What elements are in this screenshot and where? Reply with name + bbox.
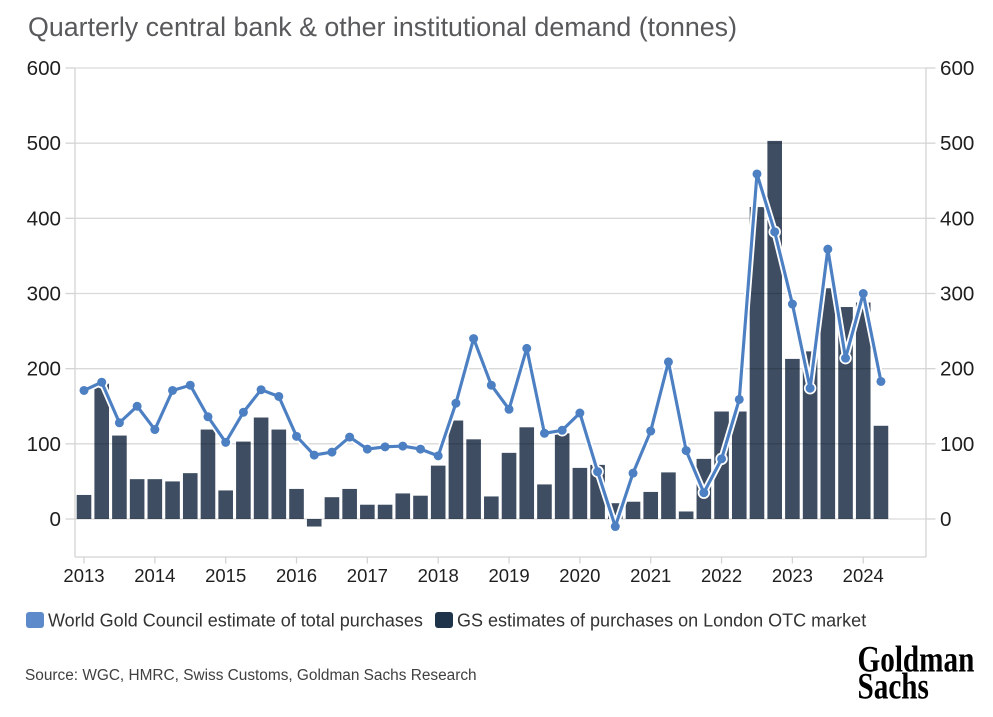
svg-text:100: 100 <box>27 433 61 456</box>
svg-text:2023: 2023 <box>772 565 813 586</box>
svg-text:Source: WGC, HMRC, Swiss Custo: Source: WGC, HMRC, Swiss Customs, Goldma… <box>25 667 477 684</box>
svg-text:Sachs: Sachs <box>858 667 930 707</box>
svg-text:2013: 2013 <box>63 565 104 586</box>
svg-text:500: 500 <box>940 132 974 155</box>
svg-text:Goldman: Goldman <box>858 641 975 681</box>
svg-text:200: 200 <box>27 358 61 381</box>
svg-text:2022: 2022 <box>701 565 742 586</box>
svg-text:300: 300 <box>27 283 61 306</box>
svg-text:GS estimates of purchases on L: GS estimates of purchases on London OTC … <box>457 611 866 631</box>
svg-text:600: 600 <box>940 57 974 80</box>
svg-text:400: 400 <box>27 207 61 230</box>
svg-text:0: 0 <box>940 508 951 531</box>
svg-text:2024: 2024 <box>843 565 884 586</box>
svg-text:300: 300 <box>940 283 974 306</box>
svg-text:0: 0 <box>50 508 61 531</box>
svg-text:2020: 2020 <box>559 565 600 586</box>
svg-text:600: 600 <box>27 57 61 80</box>
svg-text:2016: 2016 <box>276 565 317 586</box>
svg-text:400: 400 <box>940 207 974 230</box>
svg-text:2015: 2015 <box>205 565 246 586</box>
svg-text:2019: 2019 <box>488 565 529 586</box>
svg-text:200: 200 <box>940 358 974 381</box>
svg-text:2021: 2021 <box>630 565 671 586</box>
svg-text:500: 500 <box>27 132 61 155</box>
svg-text:World Gold Council estimate of: World Gold Council estimate of total pur… <box>48 611 423 631</box>
svg-text:2018: 2018 <box>418 565 459 586</box>
svg-text:100: 100 <box>940 433 974 456</box>
svg-text:2017: 2017 <box>347 565 388 586</box>
svg-text:Quarterly central bank & other: Quarterly central bank & other instituti… <box>28 12 737 42</box>
svg-text:2014: 2014 <box>134 565 175 586</box>
